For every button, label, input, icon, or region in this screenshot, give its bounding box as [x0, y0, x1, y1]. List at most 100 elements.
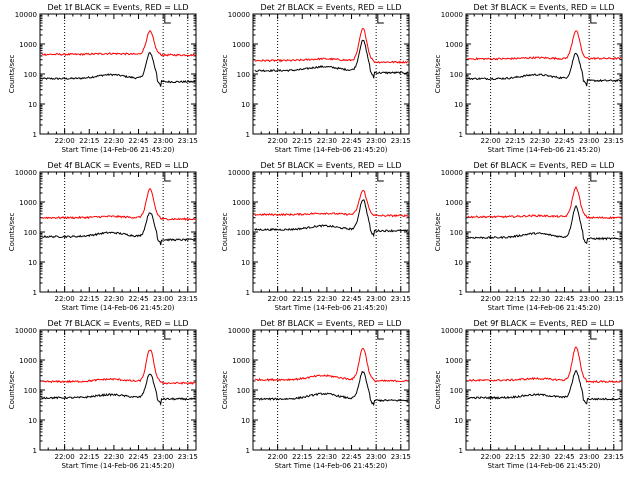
x-tick-label: 23:15	[604, 453, 624, 461]
x-tick-label: 22:45	[341, 453, 361, 461]
events-series-line	[254, 39, 409, 79]
attenuator-marker	[590, 172, 597, 182]
events-series-line	[467, 52, 622, 87]
x-tick-label: 22:30	[317, 453, 337, 461]
y-axis-label: Counts/sec	[8, 55, 16, 94]
y-tick-label: 1000	[19, 357, 37, 365]
x-tick-label: 22:30	[317, 137, 337, 145]
panel-title: Det 2f BLACK = Events, RED = LLD	[260, 3, 401, 12]
x-tick-label: 22:00	[55, 295, 75, 303]
y-tick-label: 100	[450, 229, 463, 237]
x-tick-label: 22:15	[505, 137, 525, 145]
y-tick-label: 10	[241, 259, 250, 267]
y-tick-label: 100	[24, 71, 37, 79]
y-tick-label: 1000	[445, 199, 463, 207]
events-series-line	[467, 369, 622, 405]
attenuator-marker	[377, 330, 384, 340]
y-tick-label: 10	[28, 417, 37, 425]
y-tick-label: 1000	[445, 41, 463, 49]
lld-series-line	[254, 190, 409, 218]
x-tick-label: 22:00	[268, 295, 288, 303]
lld-series-line	[467, 185, 622, 220]
x-axis-label: Start Time (14-Feb-06 21:45:20)	[274, 304, 387, 312]
y-axis-label: Counts/sec	[221, 55, 229, 94]
y-tick-label: 10	[454, 259, 463, 267]
x-axis-label: Start Time (14-Feb-06 21:45:20)	[487, 462, 600, 470]
y-tick-label: 100	[237, 71, 250, 79]
y-tick-label: 10000	[228, 169, 250, 177]
panel-title: Det 7f BLACK = Events, RED = LLD	[47, 319, 188, 328]
x-axis-label: Start Time (14-Feb-06 21:45:20)	[61, 304, 174, 312]
events-series-line	[41, 373, 196, 407]
x-tick-label: 22:15	[79, 137, 99, 145]
x-axis-label: Start Time (14-Feb-06 21:45:20)	[487, 304, 600, 312]
y-tick-label: 10	[28, 101, 37, 109]
x-tick-label: 23:15	[604, 137, 624, 145]
detector-panel-6: Det 6f BLACK = Events, RED = LLD 1 10 100 10…	[434, 161, 624, 312]
x-tick-label: 22:45	[128, 137, 148, 145]
panel-title: Det 4f BLACK = Events, RED = LLD	[47, 161, 188, 170]
attenuator-marker	[164, 14, 171, 24]
y-tick-label: 10	[241, 417, 250, 425]
y-tick-label: 1000	[232, 199, 250, 207]
attenuator-marker	[164, 330, 171, 340]
plot-frame	[465, 13, 623, 135]
x-axis-label: Start Time (14-Feb-06 21:45:20)	[61, 146, 174, 154]
y-axis-label: Counts/sec	[8, 371, 16, 410]
y-axis-label: Counts/sec	[221, 213, 229, 252]
y-tick-label: 100	[237, 229, 250, 237]
lld-series-line	[254, 347, 409, 383]
x-tick-label: 22:45	[341, 295, 361, 303]
x-tick-label: 23:00	[366, 295, 386, 303]
x-tick-label: 23:00	[153, 137, 173, 145]
y-tick-label: 10000	[441, 327, 463, 335]
x-tick-label: 22:45	[554, 295, 574, 303]
attenuator-marker	[377, 14, 384, 24]
attenuator-marker	[590, 14, 597, 24]
x-axis-label: Start Time (14-Feb-06 21:45:20)	[274, 146, 387, 154]
y-tick-label: 1000	[232, 41, 250, 49]
x-tick-label: 23:15	[178, 295, 198, 303]
x-tick-label: 22:15	[79, 295, 99, 303]
y-tick-label: 1	[33, 447, 37, 455]
y-tick-label: 1	[459, 289, 463, 297]
lld-series-line	[41, 187, 196, 222]
y-tick-label: 10	[28, 259, 37, 267]
y-tick-label: 1000	[19, 199, 37, 207]
y-tick-label: 10000	[15, 169, 37, 177]
plot-frame	[39, 329, 197, 451]
x-axis-label: Start Time (14-Feb-06 21:45:20)	[487, 146, 600, 154]
y-tick-label: 1000	[445, 357, 463, 365]
y-tick-label: 10	[241, 101, 250, 109]
y-tick-label: 1000	[232, 357, 250, 365]
lld-series-line	[41, 29, 196, 57]
plot-frame	[465, 171, 623, 293]
x-tick-label: 22:45	[554, 137, 574, 145]
attenuator-marker	[164, 172, 171, 182]
y-axis-label: Counts/sec	[434, 371, 442, 410]
lld-series-line	[467, 30, 622, 61]
y-tick-label: 10000	[15, 11, 37, 19]
plot-frame	[252, 13, 410, 135]
events-series-line	[467, 205, 622, 245]
x-tick-label: 22:00	[481, 137, 501, 145]
detector-panel-4: Det 4f BLACK = Events, RED = LLD 1 10 100 10…	[8, 161, 198, 312]
plot-frame	[465, 329, 623, 451]
y-tick-label: 10000	[441, 11, 463, 19]
x-tick-label: 22:00	[268, 453, 288, 461]
y-axis-label: Counts/sec	[8, 213, 16, 252]
x-tick-label: 23:00	[579, 295, 599, 303]
x-tick-label: 23:00	[579, 453, 599, 461]
panel-title: Det 3f BLACK = Events, RED = LLD	[473, 3, 614, 12]
detector-panel-1: Det 1f BLACK = Events, RED = LLD 1 10 100 10…	[8, 3, 198, 154]
x-tick-label: 23:15	[391, 453, 411, 461]
x-tick-label: 22:45	[341, 137, 361, 145]
x-tick-label: 23:15	[391, 295, 411, 303]
x-tick-label: 22:30	[104, 295, 124, 303]
events-series-line	[41, 52, 196, 87]
x-tick-label: 22:30	[104, 137, 124, 145]
panel-title: Det 1f BLACK = Events, RED = LLD	[47, 3, 188, 12]
y-tick-label: 100	[237, 387, 250, 395]
x-tick-label: 22:30	[530, 453, 550, 461]
x-tick-label: 22:15	[79, 453, 99, 461]
